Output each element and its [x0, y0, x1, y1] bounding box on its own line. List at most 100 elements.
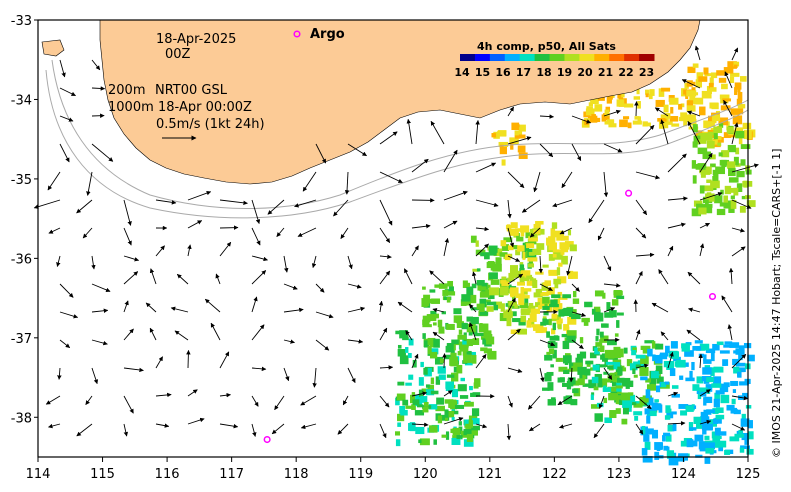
- current-vector: [603, 171, 609, 198]
- sst-cell: [493, 248, 503, 257]
- sst-cell: [430, 310, 437, 316]
- sst-cell: [650, 371, 659, 379]
- current-vector: [506, 423, 512, 441]
- sst-cell: [453, 315, 463, 323]
- isobath-1000-label: 1000m: [108, 100, 154, 115]
- sst-cell: [679, 375, 684, 380]
- sst-cell: [654, 354, 663, 364]
- sst-cell: [724, 449, 731, 455]
- sst-cell: [633, 374, 638, 378]
- sst-cell: [593, 312, 604, 322]
- sst-cell: [699, 442, 709, 452]
- sst-cell: [436, 397, 445, 405]
- sst-cell: [701, 90, 712, 99]
- current-vector: [539, 367, 545, 383]
- sst-cell: [699, 106, 706, 116]
- sst-cell: [594, 290, 604, 297]
- current-vector: [45, 395, 61, 405]
- sst-cell: [456, 365, 463, 374]
- sst-cell: [402, 336, 409, 341]
- sst-cell: [710, 180, 720, 189]
- y-tick-label: -37: [11, 332, 32, 347]
- sst-cell: [520, 315, 527, 323]
- sst-cell: [397, 348, 406, 357]
- sst-cell: [604, 109, 610, 117]
- sst-cell: [613, 346, 621, 356]
- sst-cell: [646, 122, 651, 127]
- sst-cell: [451, 372, 459, 382]
- sst-cell: [737, 88, 741, 93]
- sst-cell: [605, 361, 616, 365]
- colorbar-segment: [460, 54, 476, 61]
- sst-cell: [581, 317, 590, 323]
- current-vector: [411, 391, 428, 397]
- sst-cell: [558, 309, 565, 317]
- current-vector: [475, 354, 487, 369]
- sst-cell: [529, 313, 537, 322]
- sst-cell: [661, 87, 671, 92]
- current-vector: [528, 423, 541, 432]
- sst-cell: [632, 347, 637, 353]
- colorbar-segment: [579, 54, 595, 61]
- sst-cell: [461, 294, 471, 302]
- sst-cell: [670, 107, 674, 114]
- sst-cell: [429, 289, 436, 293]
- sst-cell: [742, 122, 752, 130]
- current-vector: [294, 199, 317, 208]
- sst-cell: [557, 291, 563, 296]
- sst-cell: [591, 114, 596, 119]
- sst-cell: [704, 73, 712, 77]
- current-vector: [686, 329, 701, 341]
- sst-cell: [533, 229, 541, 234]
- sst-cell: [441, 311, 446, 315]
- sst-cell: [399, 405, 406, 414]
- sst-cell: [733, 409, 741, 415]
- sst-cell: [724, 341, 733, 345]
- sst-cell: [493, 304, 499, 311]
- sst-cell: [599, 364, 607, 368]
- current-vector: [411, 353, 419, 369]
- sst-cell: [738, 429, 743, 434]
- current-vector: [521, 199, 541, 213]
- current-vector: [379, 327, 388, 341]
- sst-cell: [489, 272, 498, 279]
- current-vector: [507, 106, 514, 117]
- current-vector: [347, 283, 362, 289]
- sst-cell: [479, 292, 490, 298]
- current-vector: [593, 423, 605, 439]
- sst-cell: [740, 159, 746, 166]
- current-vector: [475, 120, 480, 145]
- current-vector: [406, 118, 413, 145]
- sst-cell: [445, 385, 453, 392]
- sst-cell: [729, 76, 735, 84]
- sst-cell: [735, 348, 745, 355]
- current-vector: [344, 171, 350, 195]
- sst-cell: [544, 354, 553, 361]
- sst-cell: [434, 356, 443, 365]
- sst-cell: [518, 318, 526, 326]
- sst-cell: [688, 422, 694, 431]
- sst-cell: [737, 104, 746, 109]
- sst-cell: [599, 378, 608, 387]
- sst-cell: [699, 387, 708, 393]
- sst-cell: [470, 235, 477, 243]
- sst-cell: [438, 283, 448, 289]
- x-axis: 114 115 116 117 118 119 120 121 122 123 124 125: [26, 457, 760, 482]
- sst-cell: [559, 377, 565, 382]
- sst-cell: [423, 317, 430, 327]
- sst-cell: [704, 185, 714, 192]
- sst-cell: [515, 249, 521, 256]
- sst-cell: [451, 388, 459, 398]
- current-vector: [723, 99, 733, 117]
- sst-cell: [723, 344, 731, 348]
- current-vector: [667, 351, 674, 369]
- sst-cell: [644, 408, 650, 415]
- sst-cell: [608, 393, 618, 401]
- sst-cell: [700, 411, 709, 417]
- sst-cell: [611, 299, 619, 306]
- current-vector: [507, 255, 521, 262]
- sst-cell: [558, 262, 563, 267]
- sst-cell: [510, 329, 519, 335]
- sst-cell: [607, 386, 618, 392]
